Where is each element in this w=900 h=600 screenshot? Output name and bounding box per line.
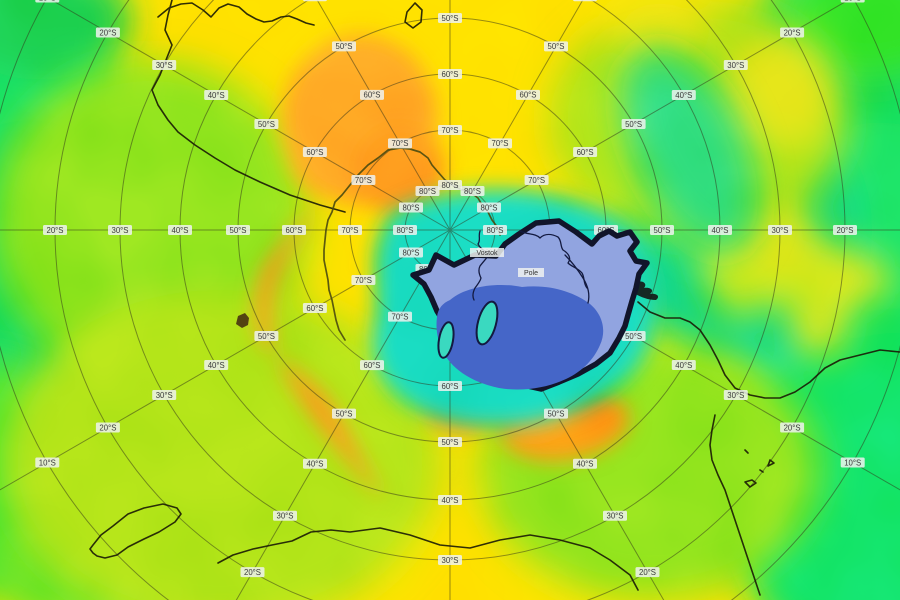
svg-text:80°S: 80°S [397,226,414,235]
svg-text:50°S: 50°S [548,409,565,418]
svg-text:20°S: 20°S [784,28,801,37]
svg-text:40°S: 40°S [442,496,459,505]
svg-text:20°S: 20°S [99,28,116,37]
svg-text:80°S: 80°S [481,203,498,212]
svg-text:70°S: 70°S [528,176,545,185]
svg-text:70°S: 70°S [355,276,372,285]
svg-text:50°S: 50°S [625,332,642,341]
svg-text:70°S: 70°S [392,312,409,321]
svg-text:30°S: 30°S [607,512,624,521]
svg-text:20°S: 20°S [244,568,261,577]
svg-text:80°S: 80°S [487,226,504,235]
svg-text:30°S: 30°S [772,226,789,235]
svg-text:60°S: 60°S [306,304,323,313]
svg-text:60°S: 60°S [442,70,459,79]
svg-text:80°S: 80°S [403,203,420,212]
svg-text:60°S: 60°S [286,226,303,235]
svg-text:30°S: 30°S [156,61,173,70]
svg-text:70°S: 70°S [342,226,359,235]
svg-text:80°S: 80°S [403,248,420,257]
svg-text:40°S: 40°S [307,460,324,469]
svg-text:50°S: 50°S [258,120,275,129]
svg-text:20°S: 20°S [99,423,116,432]
svg-text:40°S: 40°S [675,361,692,370]
svg-text:50°S: 50°S [230,226,247,235]
svg-text:30°S: 30°S [727,391,744,400]
svg-text:40°S: 40°S [577,0,594,1]
svg-text:50°S: 50°S [442,438,459,447]
svg-text:30°S: 30°S [277,512,294,521]
svg-text:60°S: 60°S [520,91,537,100]
svg-text:40°S: 40°S [208,91,225,100]
svg-text:70°S: 70°S [392,139,409,148]
svg-text:50°S: 50°S [442,14,459,23]
svg-text:20°S: 20°S [784,423,801,432]
svg-text:10°S: 10°S [39,458,56,467]
svg-text:80°S: 80°S [419,187,436,196]
svg-text:20°S: 20°S [837,226,854,235]
svg-text:70°S: 70°S [492,139,509,148]
svg-text:30°S: 30°S [442,556,459,565]
svg-text:60°S: 60°S [306,148,323,157]
svg-text:50°S: 50°S [625,120,642,129]
svg-text:50°S: 50°S [258,332,275,341]
svg-text:50°S: 50°S [654,226,671,235]
svg-text:30°S: 30°S [156,391,173,400]
svg-text:50°S: 50°S [336,409,353,418]
svg-text:60°S: 60°S [364,91,381,100]
svg-text:40°S: 40°S [712,226,729,235]
svg-text:30°S: 30°S [727,61,744,70]
svg-text:70°S: 70°S [355,176,372,185]
svg-text:40°S: 40°S [208,361,225,370]
svg-text:70°S: 70°S [442,126,459,135]
svg-text:10°S: 10°S [844,458,861,467]
svg-text:60°S: 60°S [364,361,381,370]
svg-text:Vostok: Vostok [476,250,498,257]
svg-text:40°S: 40°S [675,91,692,100]
svg-text:20°S: 20°S [639,568,656,577]
svg-text:60°S: 60°S [577,148,594,157]
svg-text:40°S: 40°S [172,226,189,235]
svg-text:40°S: 40°S [307,0,324,1]
svg-text:Pole: Pole [524,270,538,277]
svg-text:40°S: 40°S [577,460,594,469]
svg-text:10°S: 10°S [844,0,861,2]
svg-text:80°S: 80°S [442,181,459,190]
svg-text:20°S: 20°S [47,226,64,235]
svg-text:30°S: 30°S [112,226,129,235]
svg-text:10°S: 10°S [39,0,56,2]
svg-text:80°S: 80°S [464,187,481,196]
svg-text:60°S: 60°S [442,382,459,391]
svg-text:50°S: 50°S [548,42,565,51]
svg-text:50°S: 50°S [336,42,353,51]
